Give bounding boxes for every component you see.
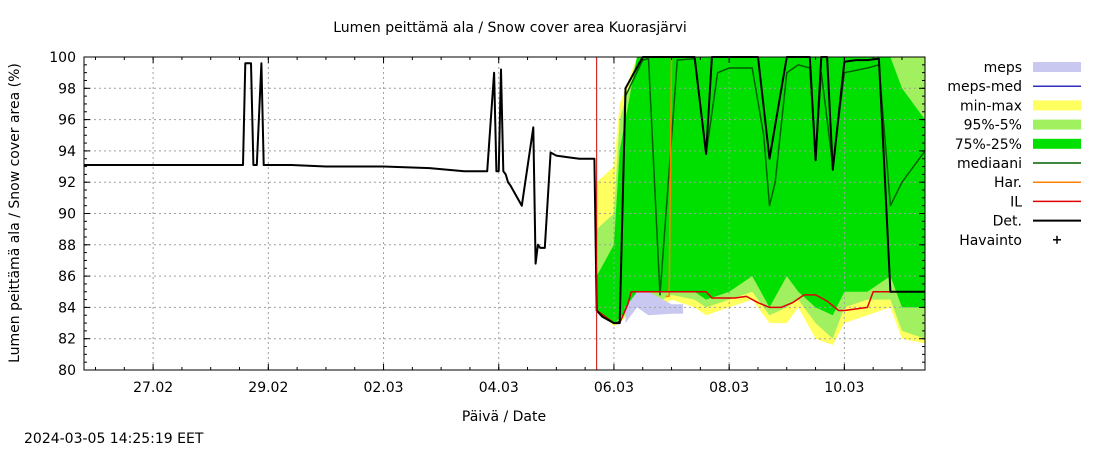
x-tick-label: 04.03	[479, 380, 519, 396]
y-tick-label: 88	[58, 238, 76, 254]
x-axis-label: Päivä / Date	[462, 409, 546, 425]
series-det	[84, 56, 925, 325]
legend-swatch-p75_25	[1033, 138, 1081, 149]
y-tick-label: 98	[58, 81, 76, 97]
legend-swatch-meps	[1033, 62, 1081, 72]
legend-swatch-p95_5	[1033, 119, 1081, 130]
y-axis-label: Lumen peittämä ala / Snow cover area (%)	[7, 63, 23, 363]
x-tick-label: 10.03	[824, 380, 864, 396]
legend-swatch-observation	[1053, 235, 1061, 244]
x-tick-label: 08.03	[709, 380, 749, 396]
y-tick-label: 90	[58, 207, 76, 223]
legend-label-il: IL	[1010, 194, 1022, 210]
forecast-bands	[596, 57, 925, 345]
y-tick-label: 86	[58, 269, 76, 285]
legend-label-observation: Havainto	[959, 233, 1022, 249]
legend-label-meps: meps	[984, 60, 1022, 76]
legend-label-meps_med: meps-med	[947, 79, 1022, 95]
legend-label-p95_5: 95%-5%	[964, 118, 1022, 134]
legend-label-median: mediaani	[957, 156, 1022, 172]
legend-label-har: Har.	[994, 175, 1022, 191]
legend-label-minmax: min-max	[960, 98, 1022, 114]
x-tick-label: 02.03	[363, 380, 403, 396]
x-tick-label: 06.03	[594, 380, 634, 396]
legend-label-det: Det.	[993, 214, 1022, 230]
y-tick-label: 94	[58, 144, 76, 160]
y-tick-label: 80	[58, 363, 76, 379]
y-tick-label: 100	[49, 50, 76, 66]
x-tick-label: 27.02	[133, 380, 173, 396]
chart-title: Lumen peittämä ala / Snow cover area Kuo…	[333, 20, 687, 36]
y-axis-ticks: 80 82 84 86 88 90 92 94 96 98 100	[49, 50, 925, 379]
legend-label-p75_25: 75%-25%	[955, 137, 1022, 153]
y-tick-label: 82	[58, 332, 76, 348]
series-median	[596, 57, 926, 324]
legend-swatch-minmax	[1033, 100, 1081, 111]
series-lines	[84, 56, 926, 370]
band-p75_25	[596, 57, 925, 324]
x-tick-label: 29.02	[248, 380, 288, 396]
y-tick-label: 84	[58, 300, 76, 316]
y-tick-label: 92	[58, 175, 76, 191]
timestamp: 2024-03-05 14:25:19 EET	[24, 431, 204, 447]
x-axis-ticks: 27.02 29.02 02.03 04.03 06.03 08.03 10.03	[95, 57, 903, 396]
y-tick-label: 96	[58, 113, 76, 129]
legend: meps meps-med min-max 95%-5% 75%-25% mediaani…	[947, 60, 1081, 249]
series-il	[596, 291, 925, 324]
